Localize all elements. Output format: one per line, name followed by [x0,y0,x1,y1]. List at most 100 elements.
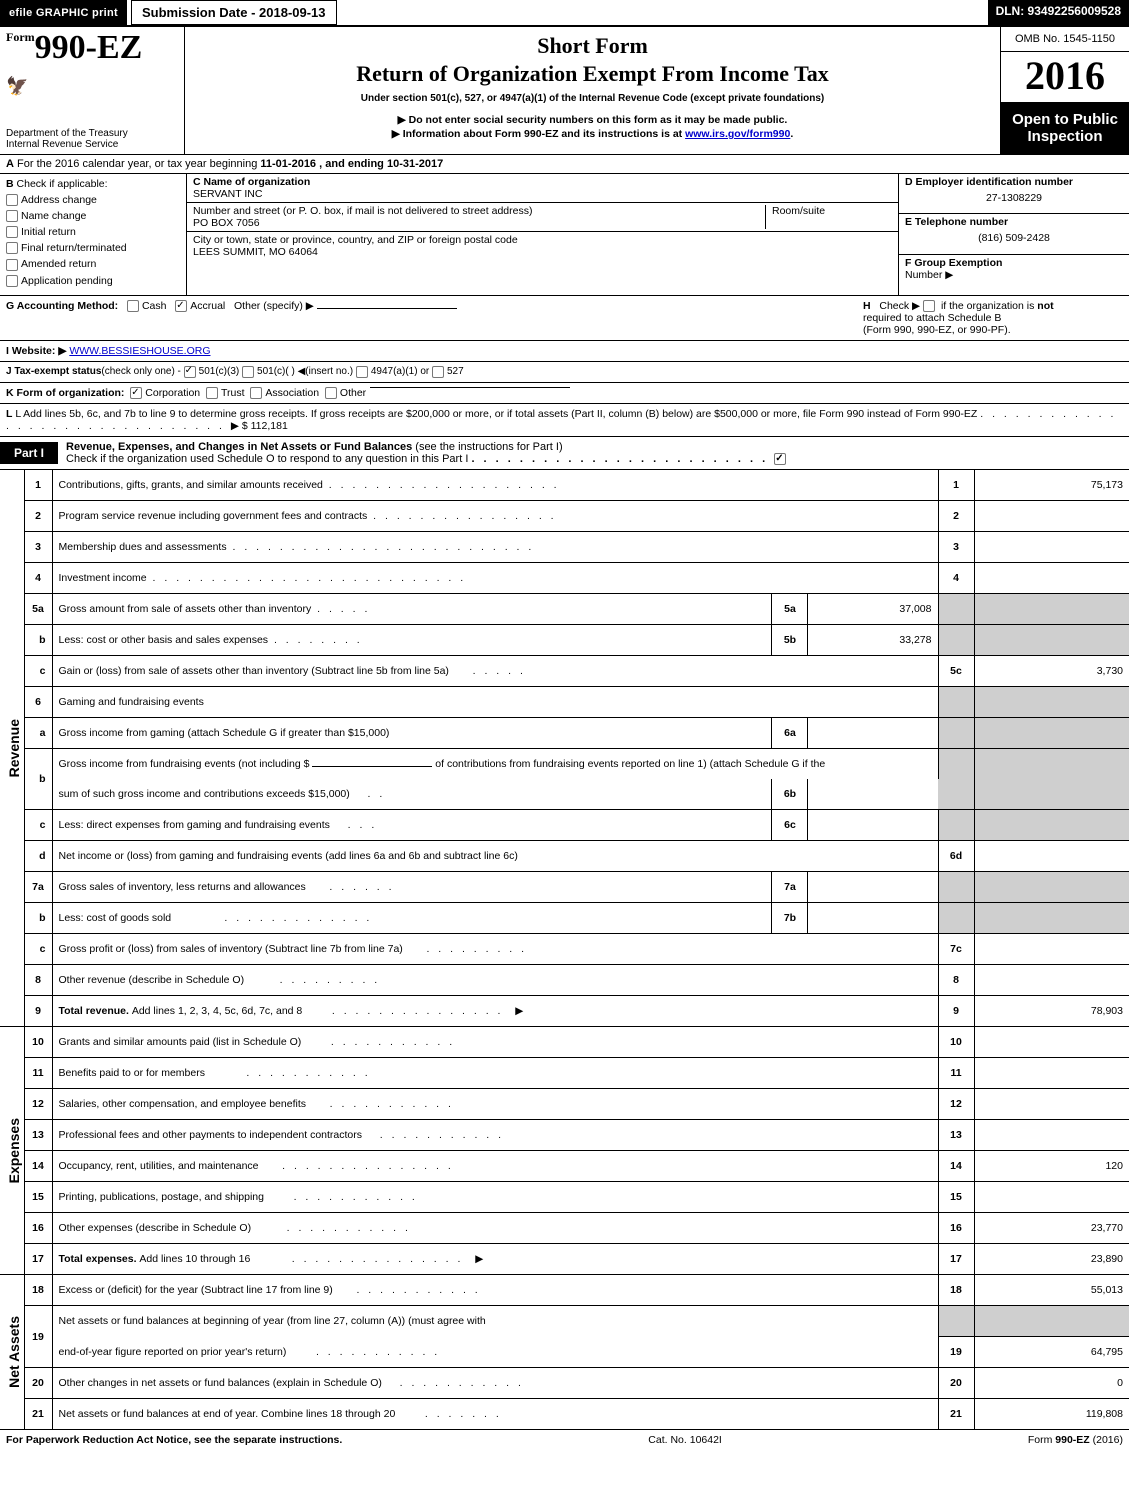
street-cell: Number and street (or P. O. box, if mail… [187,203,898,232]
ln10-amt [974,1027,1129,1058]
part1-check-line: Check if the organization used Schedule … [66,453,468,465]
cb-assoc[interactable] [250,387,262,399]
header-right: OMB No. 1545-1150 2016 Open to Public In… [1001,27,1129,154]
cb-amended-return[interactable] [6,259,18,271]
ln1-box: 1 [938,470,974,501]
h-t4: (Form 990, 990-EZ, or 990-PF). [863,324,1011,336]
cb-pending-label: Application pending [21,275,113,287]
cb-trust[interactable] [206,387,218,399]
website-link[interactable]: WWW.BESSIESHOUSE.ORG [69,345,210,357]
id-phone-block: D Employer identification number 27-1308… [899,174,1129,295]
formref-pre: Form [1028,1434,1055,1446]
ln6c-shade2 [974,810,1129,841]
ln6c-desc: Less: direct expenses from gaming and fu… [52,810,772,841]
ln17-num: 17 [24,1244,52,1275]
ln5a-amt: 37,008 [808,594,938,625]
ln6a-shade2 [974,718,1129,749]
ein-cell: D Employer identification number 27-1308… [899,174,1129,215]
cb-initial-label: Initial return [21,226,76,238]
cb-cash[interactable] [127,300,139,312]
part1-label: Part I [0,442,58,464]
e-label: E Telephone number [905,216,1008,228]
city-cell: City or town, state or province, country… [187,232,898,260]
b-letter: B [6,178,14,190]
cb-4947[interactable] [356,366,368,378]
ln6a-amt [808,718,938,749]
ln7b-box: 7b [772,903,808,934]
cb-name-label: Name change [21,210,86,222]
ln2-box: 2 [938,501,974,532]
line-13: 13 Professional fees and other payments … [0,1120,1129,1151]
tax-year: 2016 [1001,52,1129,103]
ln5a-num: 5a [24,594,52,625]
cb-accrual[interactable] [175,300,187,312]
h-block: H Check ▶ if the organization is not req… [863,300,1123,336]
i-label: I Website: ▶ [6,345,66,357]
form-ref: Form 990-EZ (2016) [1028,1434,1123,1446]
irs-link[interactable]: www.irs.gov/form990 [685,128,790,140]
cash-label: Cash [142,300,167,312]
ln9-num: 9 [24,996,52,1027]
ln12-desc: Salaries, other compensation, and employ… [52,1089,938,1120]
line-7a: 7a Gross sales of inventory, less return… [0,872,1129,903]
under-section: Under section 501(c), 527, or 4947(a)(1)… [193,93,992,104]
ln2-desc: Program service revenue including govern… [52,501,938,532]
d-label: D Employer identification number [905,176,1073,188]
cb-initial-return[interactable] [6,226,18,238]
cb-schedo[interactable] [774,453,786,465]
cb-address-change[interactable] [6,194,18,206]
formref-post: (2016) [1090,1434,1123,1446]
ln6b-amt [808,779,938,810]
part1-lines-table: Revenue 1 Contributions, gifts, grants, … [0,470,1129,1430]
cb-app-pending[interactable] [6,275,18,287]
ln8-desc: Other revenue (describe in Schedule O) .… [52,965,938,996]
form-of-org-row: K Form of organization: Corporation Trus… [0,383,1129,404]
ln16-desc: Other expenses (describe in Schedule O) … [52,1213,938,1244]
cb-other-org[interactable] [325,387,337,399]
cb-corp[interactable] [130,387,142,399]
efile-print-button[interactable]: efile GRAPHIC print [0,0,127,25]
line-11: 11 Benefits paid to or for members . . .… [0,1058,1129,1089]
ln16-box: 16 [938,1213,974,1244]
ln7b-shade1 [938,903,974,934]
line-7b: b Less: cost of goods sold . . . . . . .… [0,903,1129,934]
ln13-amt [974,1120,1129,1151]
ln6-shade2 [974,687,1129,718]
cb-501c3[interactable] [184,366,196,378]
header-center: Short Form Return of Organization Exempt… [185,27,1001,154]
ln7c-amt [974,934,1129,965]
dept-text: Department of the Treasury Internal Reve… [6,128,180,150]
city-label: City or town, state or province, country… [193,234,892,246]
line-8: 8 Other revenue (describe in Schedule O)… [0,965,1129,996]
cb-h-notreq[interactable] [923,300,935,312]
ln5c-box: 5c [938,656,974,687]
ln6a-num: a [24,718,52,749]
ln5b-amt: 33,278 [808,625,938,656]
ln20-num: 20 [24,1368,52,1399]
ln5c-desc: Gain or (loss) from sale of assets other… [52,656,938,687]
dept-line2: Internal Revenue Service [6,139,180,150]
line-6b-1: b Gross income from fundraising events (… [0,749,1129,780]
ln19-box: 19 [938,1337,974,1368]
ln5b-desc: Less: cost or other basis and sales expe… [52,625,772,656]
line-5b: b Less: cost or other basis and sales ex… [0,625,1129,656]
h-not: not [1037,300,1053,312]
cb-final-return[interactable] [6,242,18,254]
submission-date-box: Submission Date - 2018-09-13 [131,0,337,25]
open-to-public: Open to Public Inspection [1001,103,1129,154]
ln6-shade1 [938,687,974,718]
end-date: 10-31-2017 [387,158,443,170]
cb-527[interactable] [432,366,444,378]
ln1-num: 1 [24,470,52,501]
cb-501c[interactable] [242,366,254,378]
ln11-box: 11 [938,1058,974,1089]
ln7b-amt [808,903,938,934]
cb-name-change[interactable] [6,210,18,222]
h-t3: required to attach Schedule B [863,312,1001,324]
j-o3: 4947(a)(1) or [371,366,429,377]
ln7a-amt [808,872,938,903]
ln8-box: 8 [938,965,974,996]
ln6b-shade2 [974,749,1129,810]
ln5a-desc: Gross amount from sale of assets other t… [52,594,772,625]
ln6a-desc: Gross income from gaming (attach Schedul… [52,718,772,749]
